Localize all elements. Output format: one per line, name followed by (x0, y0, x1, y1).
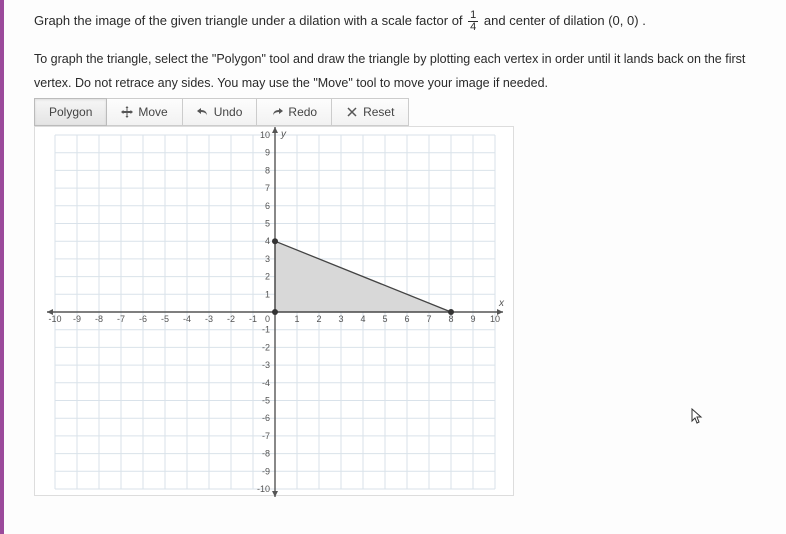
redo-button[interactable]: Redo (257, 98, 332, 126)
svg-text:-10: -10 (257, 484, 270, 494)
prompt-prefix: Graph the image of the given triangle un… (34, 13, 466, 28)
reset-label: Reset (363, 105, 394, 119)
svg-text:-3: -3 (262, 360, 270, 370)
svg-text:-2: -2 (227, 314, 235, 324)
redo-label: Redo (288, 105, 317, 119)
svg-text:-7: -7 (117, 314, 125, 324)
polygon-tool-button[interactable]: Polygon (34, 98, 107, 126)
svg-text:10: 10 (260, 130, 270, 140)
prompt-mid: and center of dilation (484, 13, 608, 28)
svg-text:-9: -9 (73, 314, 81, 324)
svg-text:3: 3 (265, 254, 270, 264)
question-prompt: Graph the image of the given triangle un… (34, 10, 766, 33)
svg-text:1: 1 (294, 314, 299, 324)
svg-text:2: 2 (265, 272, 270, 282)
svg-text:7: 7 (426, 314, 431, 324)
svg-text:8: 8 (265, 165, 270, 175)
undo-label: Undo (214, 105, 243, 119)
svg-text:10: 10 (490, 314, 500, 324)
svg-text:1: 1 (265, 289, 270, 299)
undo-button[interactable]: Undo (183, 98, 258, 126)
svg-text:-7: -7 (262, 431, 270, 441)
svg-text:-2: -2 (262, 342, 270, 352)
scale-factor-fraction: 1 4 (468, 10, 478, 33)
prompt-suffix: . (642, 13, 646, 28)
svg-text:-9: -9 (262, 466, 270, 476)
svg-text:9: 9 (470, 314, 475, 324)
svg-text:-3: -3 (205, 314, 213, 324)
cursor-icon (690, 408, 706, 424)
move-tool-button[interactable]: Move (107, 98, 182, 126)
svg-text:8: 8 (448, 314, 453, 324)
svg-text:2: 2 (316, 314, 321, 324)
svg-text:5: 5 (265, 219, 270, 229)
redo-icon (271, 106, 283, 118)
instructions-line1: To graph the triangle, select the "Polyg… (34, 51, 766, 69)
svg-text:3: 3 (338, 314, 343, 324)
svg-text:y: y (280, 129, 287, 140)
svg-text:-6: -6 (262, 413, 270, 423)
instructions-line2: vertex. Do not retrace any sides. You ma… (34, 75, 766, 93)
svg-text:-10: -10 (48, 314, 61, 324)
svg-text:0: 0 (265, 314, 270, 324)
svg-text:5: 5 (382, 314, 387, 324)
svg-text:-1: -1 (262, 325, 270, 335)
svg-text:-4: -4 (183, 314, 191, 324)
center-of-dilation: (0, 0) (608, 13, 638, 28)
svg-text:x: x (498, 298, 505, 309)
svg-text:-1: -1 (249, 314, 257, 324)
graph-toolbar: Polygon Move Undo Redo Reset (34, 98, 766, 126)
move-icon (121, 106, 133, 118)
undo-icon (197, 106, 209, 118)
svg-text:9: 9 (265, 148, 270, 158)
coordinate-graph[interactable]: -10-9-8-7-6-5-4-3-2-112345678910-10-9-8-… (34, 126, 514, 496)
svg-text:-8: -8 (95, 314, 103, 324)
svg-text:-5: -5 (161, 314, 169, 324)
fraction-denominator: 4 (468, 22, 478, 33)
svg-text:7: 7 (265, 183, 270, 193)
reset-icon (346, 106, 358, 118)
svg-text:4: 4 (360, 314, 365, 324)
polygon-label: Polygon (49, 105, 92, 119)
svg-text:-5: -5 (262, 396, 270, 406)
svg-text:-8: -8 (262, 449, 270, 459)
reset-button[interactable]: Reset (332, 98, 409, 126)
move-label: Move (138, 105, 167, 119)
svg-text:6: 6 (404, 314, 409, 324)
svg-text:6: 6 (265, 201, 270, 211)
svg-text:-4: -4 (262, 378, 270, 388)
svg-text:4: 4 (265, 236, 270, 246)
svg-text:-6: -6 (139, 314, 147, 324)
